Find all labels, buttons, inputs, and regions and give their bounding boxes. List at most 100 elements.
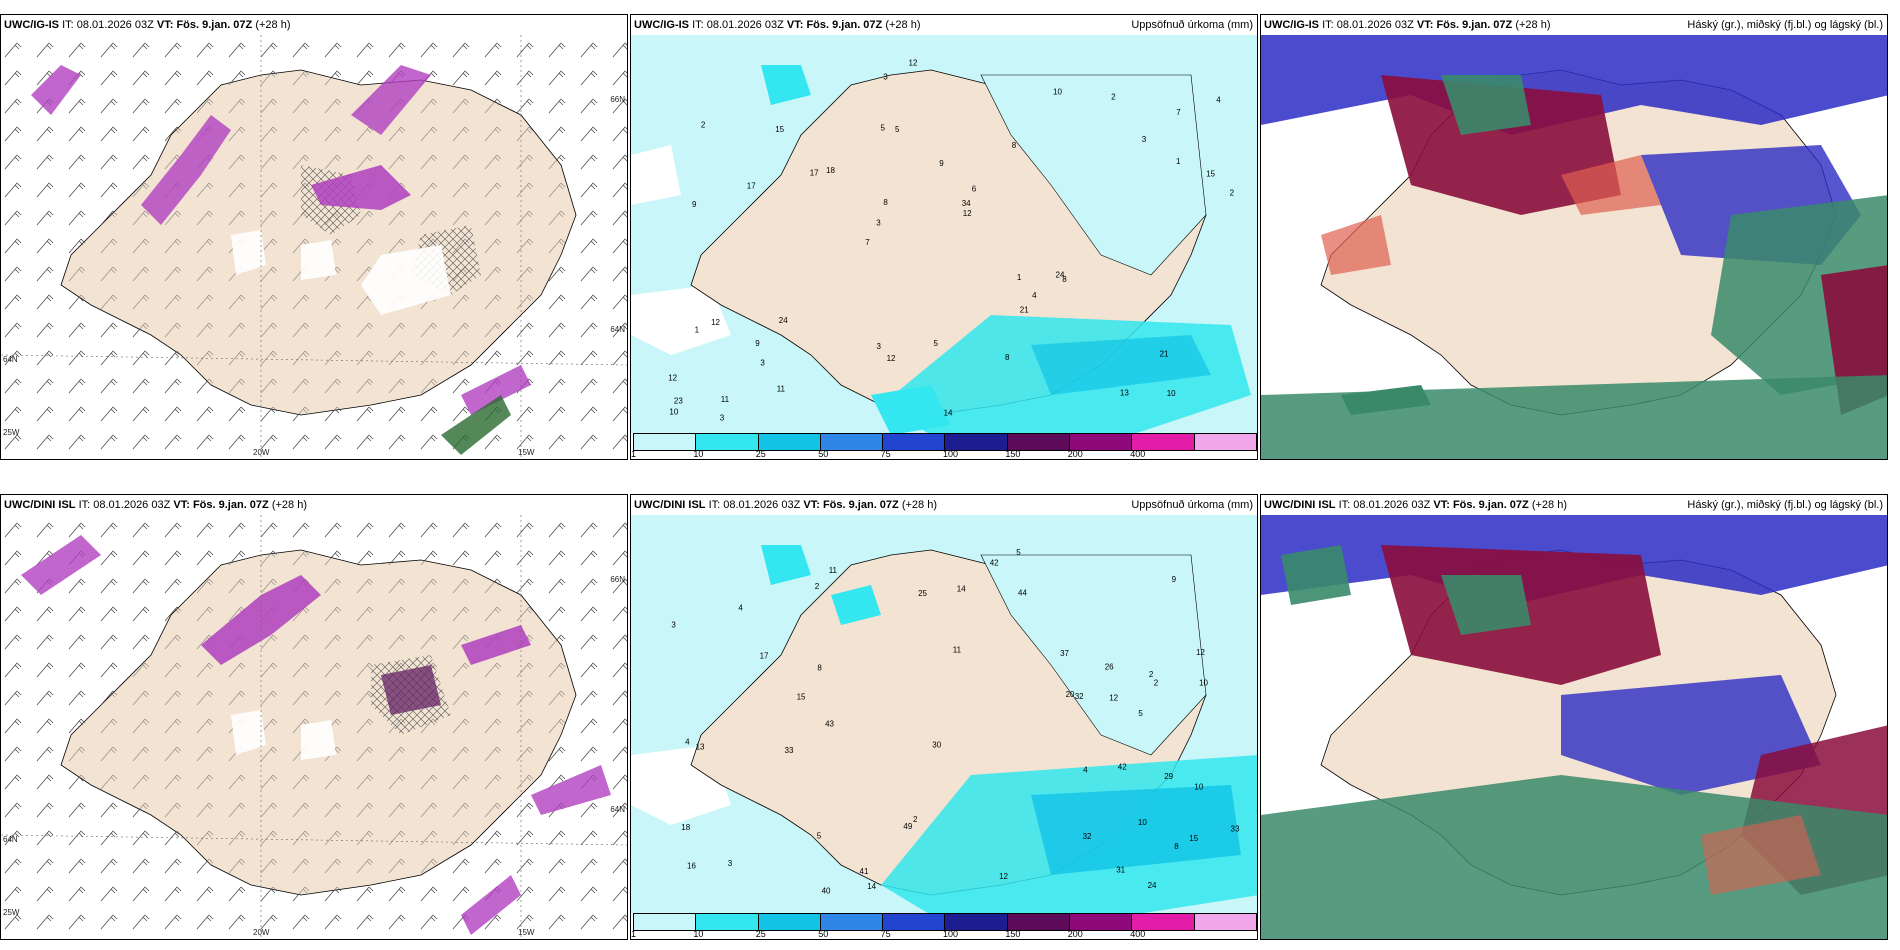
precip-value: 4: [685, 738, 690, 747]
panel-header: UWC/DINI ISL IT: 08.01.2026 03Z VT: Fös.…: [1, 495, 627, 515]
precip-value: 5: [881, 124, 886, 133]
vt-label: VT:: [156, 19, 174, 31]
precip-value: 10: [1138, 818, 1147, 827]
precip-value: 12: [711, 318, 720, 327]
precip-value: 7: [1176, 108, 1181, 117]
precip-value: 9: [1172, 575, 1177, 584]
precip-value: 12: [1109, 694, 1118, 703]
precip-value: 3: [671, 621, 676, 630]
lead-time: (+28 h): [901, 499, 937, 511]
precip-value: 3: [877, 342, 882, 351]
precip-value: 5: [1138, 709, 1143, 718]
precip-value: 10: [1167, 389, 1176, 398]
precip-value: 3: [1142, 135, 1147, 144]
precip-value: 41: [860, 867, 869, 876]
legend-swatch: [758, 914, 821, 930]
precip-value: 17: [747, 182, 756, 191]
legend-tick: 25: [755, 449, 766, 459]
precip-value: 2: [1149, 670, 1154, 679]
precip-value: 2: [701, 121, 706, 130]
precip-value: 42: [1118, 762, 1127, 771]
panel-wind-dini: UWC/DINI ISL IT: 08.01.2026 03Z VT: Fös.…: [0, 494, 628, 940]
legend-tick: 100: [943, 449, 959, 459]
axis-label-lat: 66N: [610, 95, 625, 104]
legend-tick: 25: [755, 929, 766, 939]
precip-value: 32: [1083, 832, 1092, 841]
precip-legend: 1 10 25 50 75 100 150 200 400: [631, 913, 1257, 939]
precip-value: 8: [1062, 275, 1067, 284]
it-label: IT:: [78, 499, 91, 511]
precip-value: 16: [687, 862, 696, 871]
legend-tick: 50: [818, 929, 829, 939]
precip-value: 7: [865, 238, 870, 247]
legend-swatch: [1132, 434, 1195, 450]
legend-swatch: [634, 914, 697, 930]
precip-value: 43: [825, 720, 834, 729]
precip-value: 8: [1005, 353, 1010, 362]
axis-label-lat: 64N: [610, 325, 625, 334]
panel-header: UWC/IG-IS IT: 08.01.2026 03Z VT: Fös. 9.…: [1, 15, 627, 35]
legend-swatch: [1007, 434, 1071, 450]
precip-value: 42: [990, 559, 999, 568]
axis-label-lon: 25W: [3, 908, 20, 917]
precip-value: 1: [1017, 273, 1022, 282]
legend-swatch: [696, 914, 759, 930]
legend-swatch: [1070, 434, 1133, 450]
legend-swatch: [1194, 914, 1256, 930]
precip-value: 24: [779, 316, 788, 325]
precip-value: 11: [953, 646, 962, 655]
map-title: Háský (gr.), miðský (fj.bl.) og lágský (…: [1687, 19, 1883, 31]
issue-time: 08.01.2026 03Z: [1353, 499, 1431, 511]
lead-time: (+28 h): [1515, 19, 1551, 31]
precip-value: 4: [1216, 96, 1221, 105]
precip-value: 17: [760, 651, 769, 660]
precip-value: 33: [785, 746, 794, 755]
precip-value: 37: [1060, 649, 1069, 658]
precip-value: 12: [668, 373, 677, 382]
axis-label-lon: 15W: [518, 928, 535, 937]
precip-value: 9: [939, 159, 944, 168]
precip-value: 3: [760, 358, 765, 367]
model-name: UWC/DINI ISL: [634, 499, 706, 511]
vt-label: VT:: [173, 499, 190, 511]
precip-legend: 1 10 25 50 75 100 150 200 400: [631, 433, 1257, 459]
precip-value: 5: [817, 832, 822, 841]
axis-label-lat: 66N: [610, 575, 625, 584]
precip-value: 10: [669, 408, 678, 417]
axis-label-lat: 64N: [3, 835, 18, 844]
precip-value: 21: [1160, 350, 1169, 359]
precip-map: 1012151116112591710351418482224131220414…: [631, 515, 1257, 939]
legend-tick: 75: [880, 449, 891, 459]
precip-value: 5: [895, 125, 900, 134]
precip-value: 49: [903, 822, 912, 831]
cloud-map: [1261, 35, 1887, 459]
precip-value: 3: [883, 73, 888, 82]
legend-colorbar: [633, 913, 1257, 931]
issue-time: 08.01.2026 03Z: [723, 499, 801, 511]
lead-time: (+28 h): [255, 19, 291, 31]
panel-header: UWC/IG-IS IT: 08.01.2026 03Z VT: Fös. 9.…: [631, 15, 1257, 35]
precip-value: 12: [963, 209, 972, 218]
wind-map: [1, 515, 627, 939]
legend-swatch: [883, 914, 946, 930]
precip-value: 1: [1176, 157, 1181, 166]
vt-label: VT:: [1433, 499, 1450, 511]
precip-value: 11: [721, 395, 730, 404]
legend-swatch: [1132, 914, 1195, 930]
precip-value: 12: [999, 872, 1008, 881]
precip-value: 12: [887, 354, 896, 363]
precip-value: 9: [692, 200, 697, 209]
it-label: IT:: [1322, 19, 1334, 31]
valid-time: Fös. 9.jan. 07Z: [822, 499, 899, 511]
panel-cloud-igis: UWC/IG-IS IT: 08.01.2026 03Z VT: Fös. 9.…: [1260, 14, 1888, 460]
cloud-map: [1261, 515, 1887, 939]
it-label: IT:: [708, 499, 721, 511]
map-title: Uppsöfnuð úrkoma (mm): [1131, 499, 1253, 511]
axis-label-lon: 20W: [253, 448, 270, 457]
legend-ticks: 1 10 25 50 75 100 150 200 400: [631, 929, 1257, 939]
lead-time: (+28 h): [1531, 499, 1567, 511]
precip-value: 24: [1148, 881, 1157, 890]
lead-time: (+28 h): [271, 499, 307, 511]
legend-tick: 150: [1005, 449, 1021, 459]
panel-header: UWC/IG-IS IT: 08.01.2026 03Z VT: Fös. 9.…: [1261, 15, 1887, 35]
